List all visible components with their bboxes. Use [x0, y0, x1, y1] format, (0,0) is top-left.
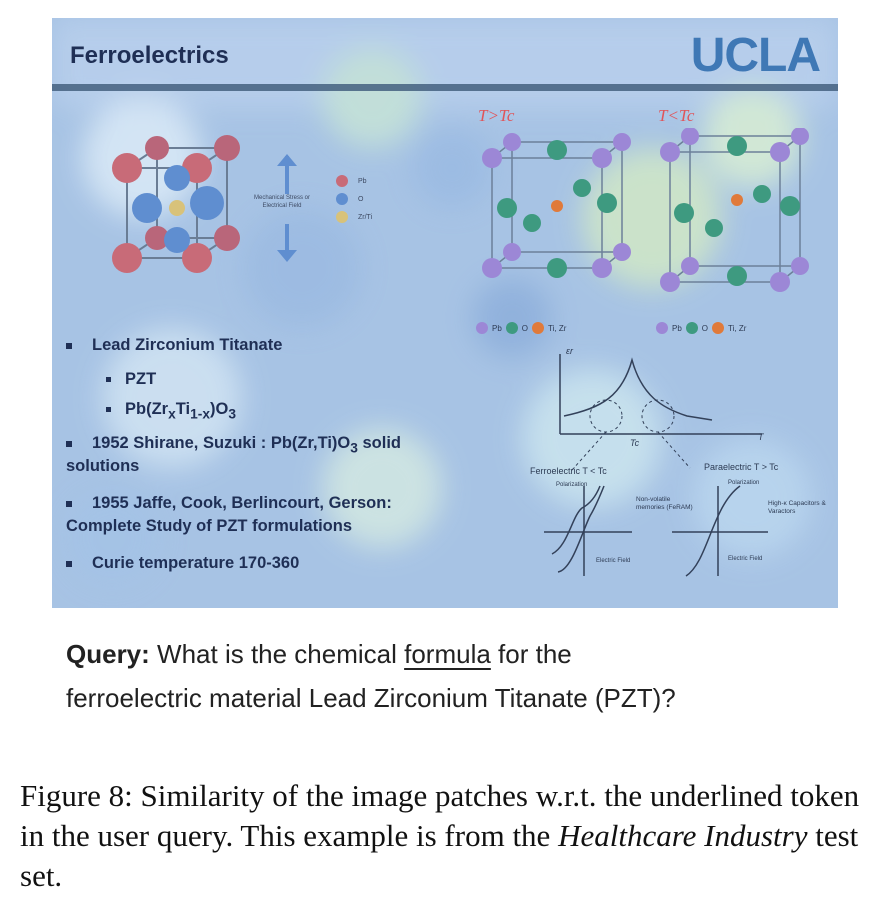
highk-label: High-κ Capacitors & Varactors [768, 500, 826, 515]
bullet-item: Curie temperature 170-360 [66, 554, 299, 573]
bullet-text: solutions [66, 457, 140, 475]
bullet-sub: 3 [350, 440, 358, 456]
bullet-text: solid [357, 434, 402, 452]
polarization-label: Polarization [556, 482, 588, 488]
perovskite-cubic-icon [482, 133, 631, 278]
formula-text: Pb(ZrxTi1-x)O3 [125, 400, 236, 422]
cube-legend: Pb O Zr/Ti [336, 172, 372, 226]
perovskite-tetragonal-icon [660, 128, 809, 292]
bullet-item: PZT [106, 370, 156, 389]
query-label: Query: [66, 639, 150, 669]
stress-label: Mechanical Stress or Electrical Field [253, 195, 311, 209]
panel-temp-label: T<Tc [658, 106, 695, 125]
slide-image: Ferroelectrics UCLA Mechanical Stress or… [52, 18, 838, 608]
para-label: Paraelectric T > Tc [704, 462, 779, 472]
caption-text: Figure 8: Similarity of the image patche… [20, 778, 860, 853]
legend-label: Pb [672, 323, 682, 333]
bullet-item: 1952 Shirane, Suzuki : Pb(Zr,Ti)O3 solid [66, 434, 401, 455]
legend-label: O [701, 323, 709, 333]
bullet-text: 1952 Shirane, Suzuki : Pb(Zr,Ti)O [92, 434, 351, 452]
efield-label: Electric Field [596, 558, 631, 564]
legend-pb: Pb [358, 177, 367, 185]
bullet-item: Pb(ZrxTi1-x)O3 [106, 400, 236, 421]
panel-below-tc: T<Tc Pb O Ti, Zr [652, 106, 816, 336]
nonvolatile-label: Non-volatile memories (FeRAM) [636, 496, 693, 511]
ucla-logo: UCLA [690, 29, 821, 82]
legend-label: Ti, Zr [548, 323, 567, 333]
panel-temp-label: T>Tc [478, 106, 515, 125]
title-divider [52, 84, 838, 91]
dielectric-diagrams: εr Tc T Ferroelectric T < Tc Paraelectri… [472, 336, 832, 606]
polarization-label: Polarization [728, 480, 760, 486]
bullet-text: Lead Zirconium Titanate [92, 336, 283, 354]
query-line-2: ferroelectric material Lead Zirconium Ti… [66, 683, 676, 713]
bullet-text: Complete Study of PZT formulations [66, 517, 353, 535]
permittivity-curve-icon [544, 354, 768, 577]
ferro-label: Ferroelectric T < Tc [530, 466, 607, 476]
query-part: What is the chemical [149, 639, 405, 669]
legend-label: Pb [492, 323, 502, 333]
pzt-unit-cell-illustration [112, 135, 240, 273]
tc-label: Tc [630, 438, 640, 448]
legend-o: O [358, 195, 364, 203]
caption-text: test set. [20, 818, 859, 893]
panel-above-tc: T>Tc Pb O Ti, Zr [472, 106, 636, 336]
eps-label: εr [566, 346, 573, 356]
legend-label: Ti, Zr [728, 323, 747, 333]
underlined-token: formula [404, 639, 491, 669]
figure-caption: Figure 8: Similarity of the image patche… [20, 776, 870, 896]
bullet-item: 1955 Jaffe, Cook, Berlincourt, Gerson: [66, 494, 392, 513]
panel-legend: Pb O Ti, Zr [476, 322, 566, 334]
t-label: T [758, 432, 764, 442]
bullet-text: Curie temperature 170-360 [92, 554, 300, 572]
query-text: Query: What is the chemical formula for … [66, 632, 866, 720]
stress-arrows-icon [277, 154, 297, 262]
similarity-heatmap [52, 18, 838, 608]
caption-italic: Healthcare Industry [558, 818, 808, 853]
slide-title: Ferroelectrics [70, 42, 229, 69]
legend-zrti: Zr/Ti [358, 213, 373, 221]
panel-legend: Pb O Ti, Zr [656, 322, 746, 334]
bullet-text: PZT [125, 370, 157, 388]
efield-label: Electric Field [728, 556, 763, 562]
query-part: for the [490, 639, 572, 669]
bullet-text: 1955 Jaffe, Cook, Berlincourt, Gerson: [92, 494, 392, 512]
legend-label: O [521, 323, 529, 333]
bullet-item: Lead Zirconium Titanate [66, 336, 282, 355]
